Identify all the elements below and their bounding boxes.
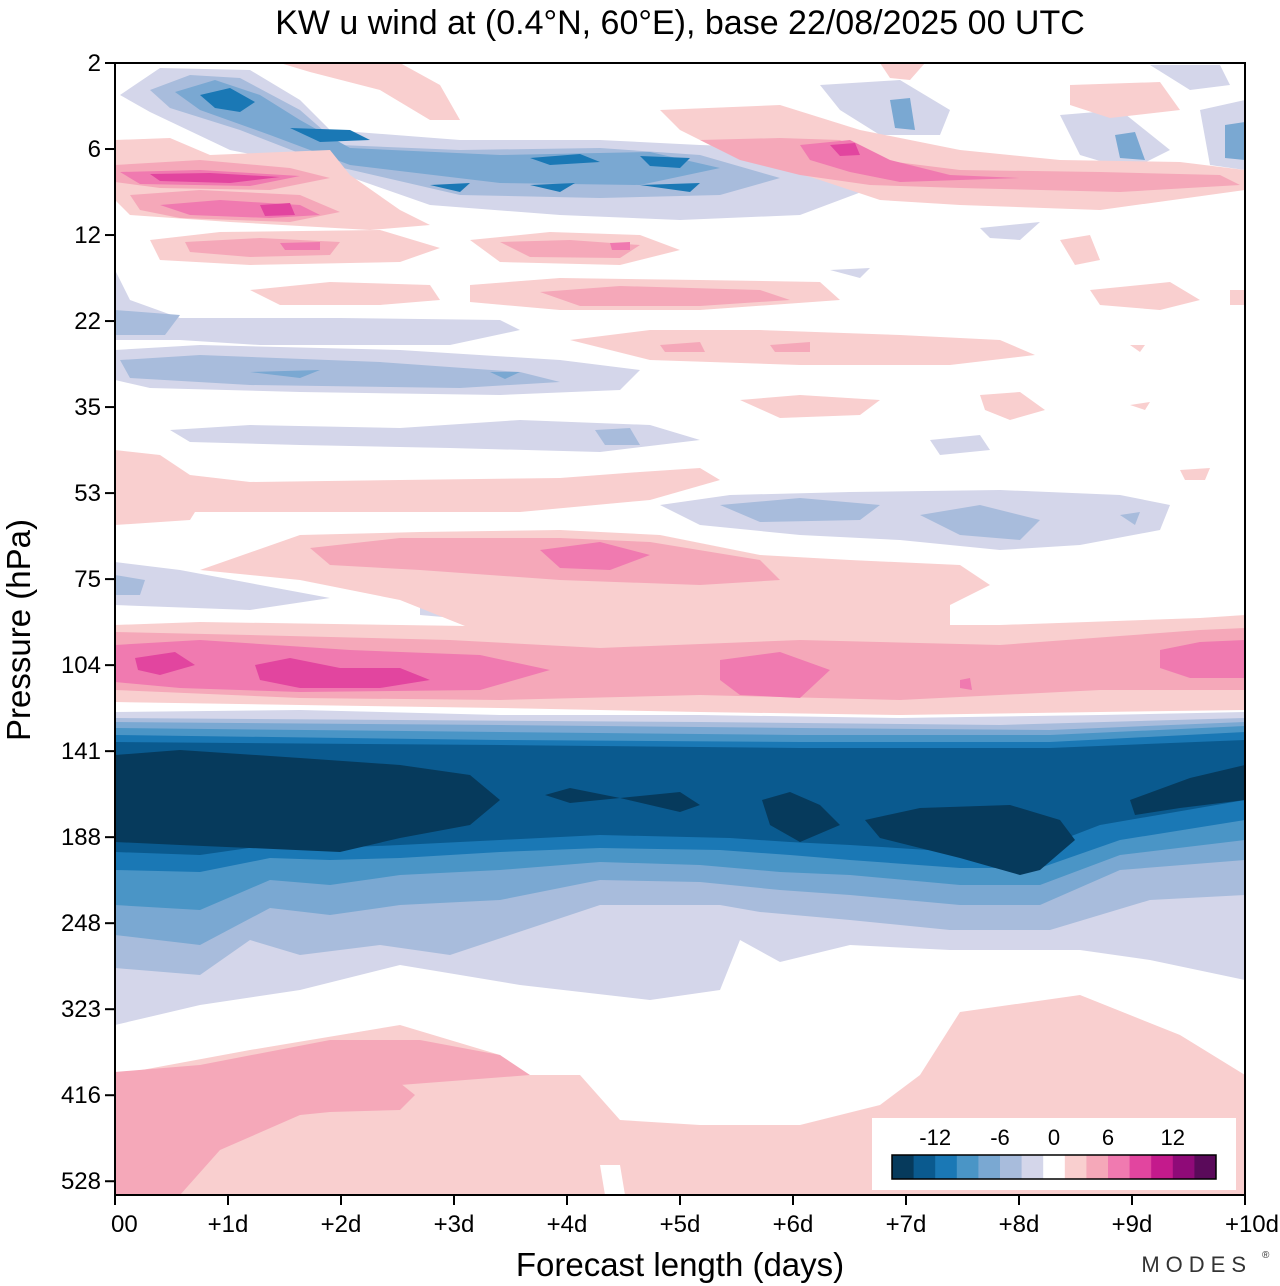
band-22hpa-negative-mid	[115, 310, 560, 388]
colorbar-label: -12	[919, 1125, 951, 1150]
band-53hpa-negative	[115, 490, 1170, 625]
colorbar-swatch	[913, 1155, 936, 1179]
colorbar-label: 12	[1161, 1125, 1185, 1150]
y-tick-label: 6	[88, 136, 101, 163]
x-axis-label: Forecast length (days)	[516, 1246, 844, 1283]
colorbar-swatch	[1000, 1155, 1023, 1179]
y-tick-label: 323	[61, 996, 101, 1023]
band-22hpa-negative	[115, 222, 1040, 395]
x-tick-label: +7d	[886, 1211, 927, 1238]
x-tick-label: +1d	[208, 1211, 249, 1238]
x-tick-label: +6d	[773, 1211, 814, 1238]
band-40hpa-negative-mid	[595, 428, 640, 445]
band-75hpa-positive-core	[540, 542, 650, 570]
colorbar-swatch	[1172, 1155, 1195, 1179]
band-6-8hpa-positive-strong	[120, 140, 1020, 218]
y-tick-label: 12	[74, 222, 101, 249]
y-tick-label: 104	[61, 652, 101, 679]
x-axis: 00 +1d +2d +3d +4d +5d +6d +7d +8d +9d +10d	[111, 1195, 1279, 1238]
colorbar-swatch	[1151, 1155, 1174, 1179]
y-tick-label: 22	[74, 308, 101, 335]
band-75hpa-positive-mid	[310, 538, 780, 585]
y-tick-label: 2	[88, 50, 101, 77]
colorbar-swatch	[1021, 1155, 1044, 1179]
colorbar-swatch	[978, 1155, 1001, 1179]
colorbar-swatch	[1108, 1155, 1131, 1179]
band-12hpa-positive-mid	[185, 238, 790, 306]
band-lower-white-gap	[600, 1165, 625, 1195]
band-upper-top-positive	[280, 63, 1180, 120]
band-lower-positive-mid	[115, 1040, 530, 1195]
band-6-8hpa-positive-outer	[115, 105, 1245, 230]
y-tick-label: 35	[74, 394, 101, 421]
band-30hpa-positive	[570, 330, 1150, 420]
chart-title: KW u wind at (0.4°N, 60°E), base 22/08/2…	[275, 4, 1085, 42]
y-tick-label: 416	[61, 1082, 101, 1109]
colorbar-swatch	[1194, 1155, 1217, 1179]
band-22hpa-negative-core	[250, 370, 520, 379]
band-40hpa-negative	[170, 420, 990, 455]
brand-logo: MODES	[1141, 1252, 1252, 1277]
x-tick-label: +10d	[1225, 1211, 1279, 1238]
y-tick-label: 141	[61, 738, 101, 765]
colorbar: -12 -6 0 6 12	[872, 1118, 1236, 1190]
brand-registered-mark: ®	[1262, 1250, 1270, 1261]
band-30hpa-positive-mid	[660, 342, 810, 352]
colorbar-label: 6	[1102, 1125, 1114, 1150]
y-tick-label: 248	[61, 910, 101, 937]
colorbar-swatch	[1064, 1155, 1087, 1179]
colorbar-swatch	[1086, 1155, 1109, 1179]
x-tick-label: 00	[111, 1211, 138, 1238]
x-tick-label: +8d	[999, 1211, 1040, 1238]
y-tick-label: 75	[74, 566, 101, 593]
band-12hpa-positive	[150, 230, 1245, 310]
x-tick-label: +4d	[547, 1211, 588, 1238]
x-tick-label: +5d	[660, 1211, 701, 1238]
band-lower-positive-mid2	[115, 1075, 415, 1195]
band-53hpa-positive	[115, 450, 1210, 525]
y-tick-label: 528	[61, 1168, 101, 1195]
colorbar-swatch	[935, 1155, 958, 1179]
x-tick-label: +2d	[321, 1211, 362, 1238]
colorbar-label: 0	[1048, 1125, 1060, 1150]
x-tick-label: +9d	[1112, 1211, 1153, 1238]
band-104hpa-positive-core	[135, 652, 430, 688]
y-tick-label: 53	[74, 480, 101, 507]
colorbar-swatch	[956, 1155, 979, 1179]
colorbar-label: -6	[990, 1125, 1010, 1150]
band-jet-core	[115, 750, 1245, 875]
band-12hpa-positive-core	[280, 242, 630, 250]
plot-area	[115, 63, 1245, 1195]
colorbar-swatch	[892, 1155, 915, 1179]
x-tick-label: +3d	[434, 1211, 475, 1238]
y-axis: 2 6 12 22 35 53 75 104 141 188 248 323 416 528	[61, 50, 115, 1195]
colorbar-swatch	[1129, 1155, 1152, 1179]
y-axis-label: Pressure (hPa)	[0, 519, 37, 741]
colorbar-swatch	[1043, 1155, 1066, 1179]
colorbar-frame	[891, 1154, 1217, 1180]
y-tick-label: 188	[61, 824, 101, 851]
